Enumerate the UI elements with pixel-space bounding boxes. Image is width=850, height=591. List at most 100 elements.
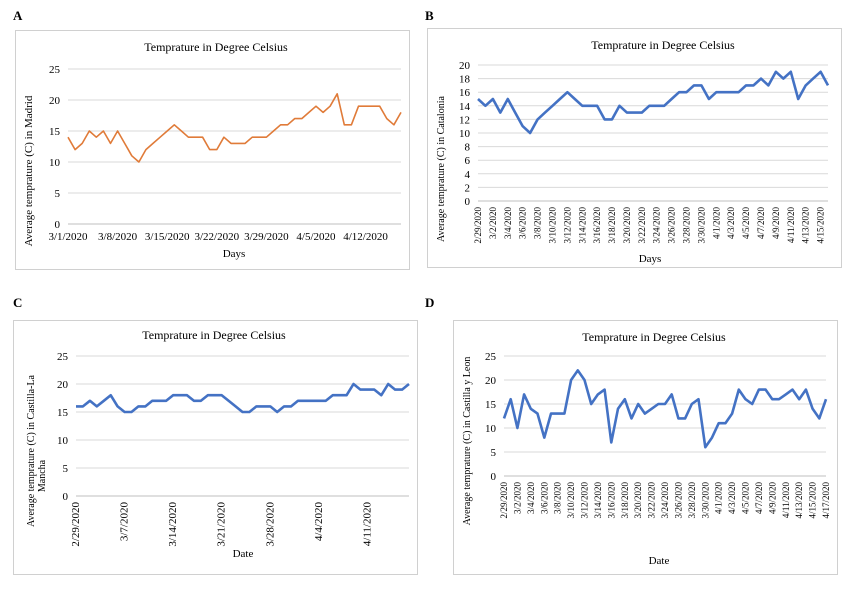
- castilla-la-mancha-temperature-chart: Temprature in Degree Celsius Average tem…: [26, 328, 410, 560]
- series-line: [477, 70, 830, 135]
- data-point: [753, 84, 755, 86]
- data-point: [798, 398, 800, 400]
- data-point: [529, 132, 531, 134]
- data-point: [648, 105, 650, 107]
- x-tick-label: 3/24/2020: [660, 482, 670, 519]
- data-point: [172, 394, 174, 396]
- data-point: [237, 142, 239, 144]
- y-axis-label: Average temprature (C) in Madrid: [23, 95, 35, 246]
- x-tick-label: 3/30/2020: [696, 207, 706, 244]
- data-point: [103, 400, 105, 402]
- x-axis-label: Date: [233, 548, 254, 560]
- y-tick-label: 20: [49, 95, 61, 107]
- data-point: [110, 394, 112, 396]
- data-point: [577, 369, 579, 371]
- data-point: [604, 118, 606, 120]
- y-axis-label: Average temprature (C) in Castilla-La: [26, 374, 37, 527]
- data-point: [255, 405, 257, 407]
- data-point: [131, 411, 133, 413]
- data-point: [657, 403, 659, 405]
- x-tick-label: 3/4/2020: [526, 482, 536, 515]
- data-point: [559, 98, 561, 100]
- data-point: [693, 84, 695, 86]
- x-tick-label: 3/29/2020: [244, 231, 289, 243]
- data-point: [145, 149, 147, 151]
- data-point: [180, 130, 182, 132]
- data-point: [248, 411, 250, 413]
- x-tick-label: 3/2/2020: [488, 207, 498, 240]
- x-tick-label: 3/24/2020: [652, 207, 662, 244]
- y-tick-label: 25: [57, 351, 69, 363]
- y-tick-label: 5: [63, 463, 69, 475]
- data-point: [738, 389, 740, 391]
- data-point: [492, 98, 494, 100]
- data-point: [544, 112, 546, 114]
- data-point: [818, 417, 820, 419]
- data-point: [195, 136, 197, 138]
- data-point: [332, 394, 334, 396]
- data-point: [81, 142, 83, 144]
- data-point: [790, 71, 792, 73]
- data-point: [325, 400, 327, 402]
- data-point: [663, 105, 665, 107]
- data-point: [510, 398, 512, 400]
- data-point: [570, 379, 572, 381]
- x-tick-label: 3/26/2020: [667, 207, 677, 244]
- x-tick-label: 3/18/2020: [607, 207, 617, 244]
- data-point: [590, 403, 592, 405]
- x-tick-label: 3/6/2020: [539, 482, 549, 515]
- data-point: [723, 91, 725, 93]
- data-point: [159, 136, 161, 138]
- data-point: [745, 84, 747, 86]
- data-point: [350, 124, 352, 126]
- data-point: [262, 405, 264, 407]
- data-point: [308, 111, 310, 113]
- y-tick-label: 14: [459, 101, 471, 113]
- data-point: [216, 149, 218, 151]
- y-tick-label: 10: [459, 128, 471, 140]
- y-tick-label: 20: [485, 375, 497, 387]
- y-axis-label: Average temprature (C) in Castilla y Leo…: [462, 357, 473, 526]
- data-point: [671, 98, 673, 100]
- data-point: [357, 105, 359, 107]
- y-tick-label: 0: [63, 491, 69, 503]
- y-tick-label: 0: [491, 471, 497, 483]
- data-point: [617, 408, 619, 410]
- x-tick-label: 3/6/2020: [518, 207, 528, 240]
- data-point: [589, 105, 591, 107]
- x-tick-label: 3/14/2020: [577, 207, 587, 244]
- y-tick-label: 4: [465, 169, 471, 181]
- data-point: [771, 398, 773, 400]
- data-point: [214, 394, 216, 396]
- y-tick-label: 10: [49, 157, 61, 169]
- data-point: [765, 389, 767, 391]
- y-tick-label: 12: [459, 114, 470, 126]
- y-tick-label: 15: [57, 407, 69, 419]
- y-tick-label: 20: [57, 379, 69, 391]
- data-point: [550, 413, 552, 415]
- series-line: [502, 369, 828, 449]
- data-point: [343, 124, 345, 126]
- data-point: [523, 393, 525, 395]
- x-axis-label: Days: [639, 253, 662, 265]
- data-point: [401, 389, 403, 391]
- x-tick-label: 4/11/2020: [781, 482, 791, 519]
- data-point: [691, 403, 693, 405]
- y-tick-label: 20: [459, 60, 471, 72]
- data-point: [242, 411, 244, 413]
- data-point: [677, 417, 679, 419]
- data-point: [626, 112, 628, 114]
- y-axis-label: Average temprature (C) in Catalonia: [436, 96, 447, 242]
- data-point: [718, 422, 720, 424]
- data-point: [678, 91, 680, 93]
- data-point: [825, 398, 827, 400]
- data-point: [202, 136, 204, 138]
- x-tick-label: 4/17/2020: [821, 482, 831, 519]
- data-point: [269, 405, 271, 407]
- data-point: [187, 136, 189, 138]
- data-point: [698, 398, 700, 400]
- madrid-temperature-chart: Temprature in Degree Celsius Average tem…: [23, 40, 402, 260]
- data-point: [671, 393, 673, 395]
- data-point: [186, 394, 188, 396]
- data-point: [151, 400, 153, 402]
